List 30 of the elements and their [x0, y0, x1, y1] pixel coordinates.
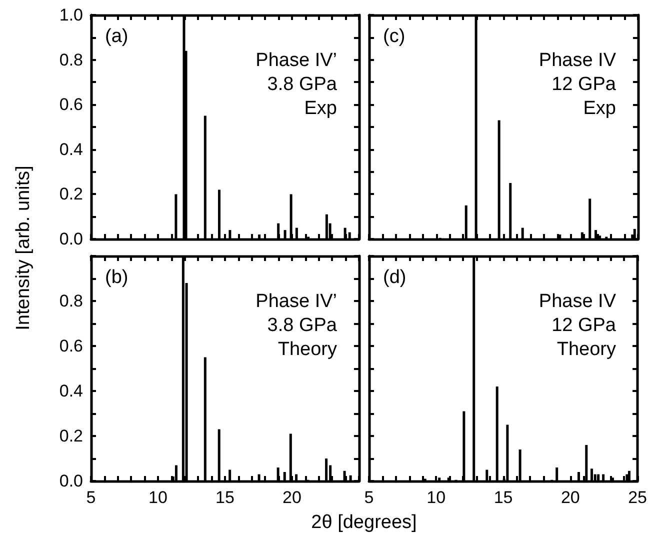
annotation: (b): [105, 267, 128, 288]
annotation: (c): [383, 26, 406, 47]
x-tick-label: 25: [628, 488, 648, 507]
y-tick-label: 0.8: [59, 292, 83, 310]
x-tick-label: 15: [216, 488, 234, 507]
y-tick-label: 0.2: [59, 184, 83, 204]
x-tick-label: 10: [426, 488, 446, 507]
x-tick-label: 20: [560, 488, 580, 507]
annotation: Phase IV 12 GPa Exp: [538, 50, 616, 119]
y-tick-label: 1.0: [59, 6, 83, 24]
x-tick-label: 15: [494, 488, 513, 507]
y-tick-label: 0.4: [59, 382, 83, 400]
y-tick-label: 0.6: [59, 336, 83, 356]
y-tick-label: 0.2: [59, 426, 83, 446]
annotation: Phase IV’ 3.8 GPa Exp: [256, 50, 338, 119]
annotation: Phase IV’ 3.8 GPa Theory: [256, 291, 338, 360]
x-tick-label: 5: [86, 488, 96, 507]
annotation: (a): [105, 26, 128, 47]
y-tick-label: 0.4: [59, 140, 83, 159]
y-tick-label: 0.6: [59, 95, 83, 114]
annotation: (d): [383, 267, 406, 288]
x-axis-title: 2θ [degrees]: [310, 512, 418, 534]
x-tick-label: 5: [364, 488, 374, 507]
annotation: Phase IV 12 GPa Theory: [538, 291, 616, 360]
y-axis-title: Intensity [arb. units]: [12, 164, 35, 332]
y-tick-label: 0.0: [59, 230, 83, 248]
x-tick-label: 20: [282, 488, 302, 507]
y-tick-label: 0.0: [59, 472, 83, 490]
y-tick-label: 0.8: [59, 50, 83, 70]
x-tick-label: 10: [148, 488, 168, 507]
